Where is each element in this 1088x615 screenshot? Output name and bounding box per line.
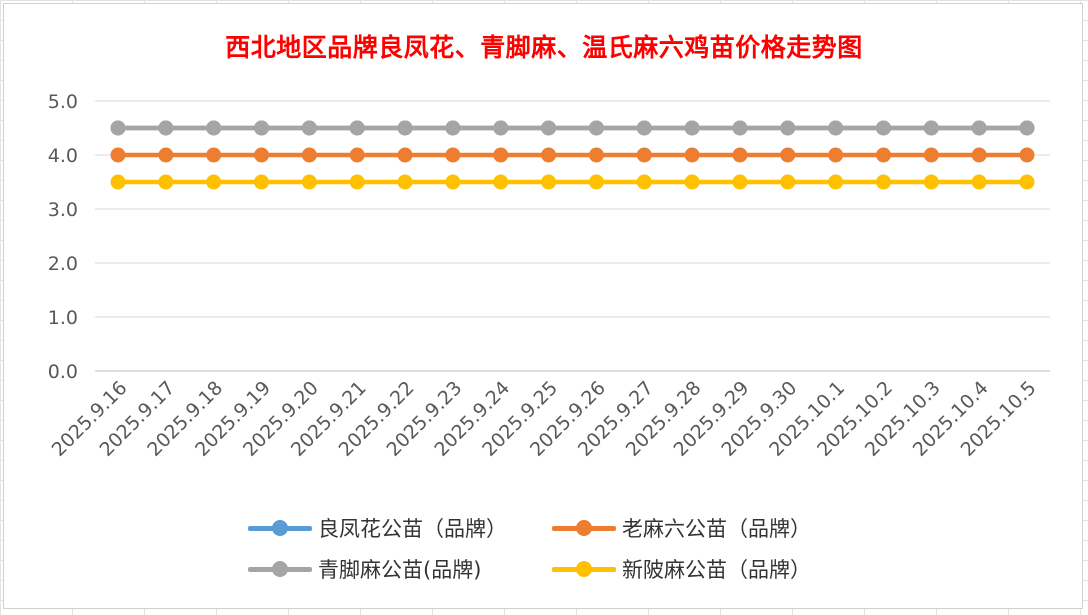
data-point xyxy=(732,147,748,163)
legend-key-3 xyxy=(552,557,616,581)
y-tick-label: 0.0 xyxy=(48,361,78,383)
data-point xyxy=(1019,174,1035,190)
data-point xyxy=(493,120,509,136)
data-point xyxy=(349,147,365,163)
chart-area[interactable]: 西北地区品牌良凤花、青脚麻、温氏麻六鸡苗价格走势图 xyxy=(3,3,1083,609)
data-point xyxy=(923,174,939,190)
data-point xyxy=(636,120,652,136)
data-point xyxy=(588,120,604,136)
data-point xyxy=(828,174,844,190)
data-point xyxy=(349,174,365,190)
data-point xyxy=(349,120,365,136)
legend-key-0 xyxy=(248,516,312,540)
data-point xyxy=(206,174,222,190)
data-point xyxy=(971,120,987,136)
data-point xyxy=(732,174,748,190)
data-point xyxy=(636,147,652,163)
data-point xyxy=(397,120,413,136)
data-point xyxy=(397,147,413,163)
legend-item-3[interactable]: 新陂麻公苗（品牌） xyxy=(552,557,811,582)
data-point xyxy=(301,147,317,163)
chart-title: 西北地区品牌良凤花、青脚麻、温氏麻六鸡苗价格走势图 xyxy=(225,33,863,62)
data-point xyxy=(158,147,174,163)
legend-item-2[interactable]: 青脚麻公苗(品牌) xyxy=(248,557,482,582)
data-point xyxy=(110,174,126,190)
y-tick-label: 5.0 xyxy=(48,91,78,113)
data-point xyxy=(588,174,604,190)
data-point xyxy=(397,174,413,190)
legend-label-3: 新陂麻公苗（品牌） xyxy=(622,558,811,582)
legend-key-1 xyxy=(552,516,616,540)
data-point xyxy=(684,174,700,190)
data-point xyxy=(780,147,796,163)
data-point xyxy=(684,147,700,163)
data-point xyxy=(541,147,557,163)
legend-item-1[interactable]: 老麻六公苗（品牌） xyxy=(552,516,811,541)
data-point xyxy=(875,120,891,136)
data-point xyxy=(780,120,796,136)
data-point xyxy=(254,120,270,136)
data-point xyxy=(636,174,652,190)
legend-label-2: 青脚麻公苗(品牌) xyxy=(318,558,482,582)
data-point xyxy=(732,120,748,136)
data-point xyxy=(541,120,557,136)
data-point xyxy=(158,120,174,136)
y-tick-label: 3.0 xyxy=(48,199,78,221)
data-point xyxy=(923,147,939,163)
data-point xyxy=(493,174,509,190)
data-point xyxy=(301,120,317,136)
data-point xyxy=(875,174,891,190)
y-tick-label: 4.0 xyxy=(48,145,78,167)
data-point xyxy=(301,174,317,190)
data-point xyxy=(206,147,222,163)
data-point xyxy=(541,174,557,190)
data-point xyxy=(923,120,939,136)
data-point xyxy=(445,147,461,163)
data-point xyxy=(971,147,987,163)
y-tick-label: 2.0 xyxy=(48,253,78,275)
data-point xyxy=(1019,147,1035,163)
data-point xyxy=(684,120,700,136)
data-point xyxy=(780,174,796,190)
data-point xyxy=(828,147,844,163)
data-point xyxy=(254,174,270,190)
data-point xyxy=(158,174,174,190)
data-point xyxy=(110,120,126,136)
data-point xyxy=(971,174,987,190)
data-point xyxy=(445,120,461,136)
data-point xyxy=(588,147,604,163)
legend-item-0[interactable]: 良凤花公苗（品牌） xyxy=(248,516,507,541)
data-point xyxy=(828,120,844,136)
data-point xyxy=(875,147,891,163)
legend-label-1: 老麻六公苗（品牌） xyxy=(622,517,811,541)
legend-key-2 xyxy=(248,557,312,581)
data-point xyxy=(1019,120,1035,136)
data-point xyxy=(254,147,270,163)
data-point xyxy=(110,147,126,163)
data-point xyxy=(206,120,222,136)
legend-label-0: 良凤花公苗（品牌） xyxy=(318,517,507,541)
y-tick-label: 1.0 xyxy=(48,307,78,329)
data-point xyxy=(493,147,509,163)
data-point xyxy=(445,174,461,190)
